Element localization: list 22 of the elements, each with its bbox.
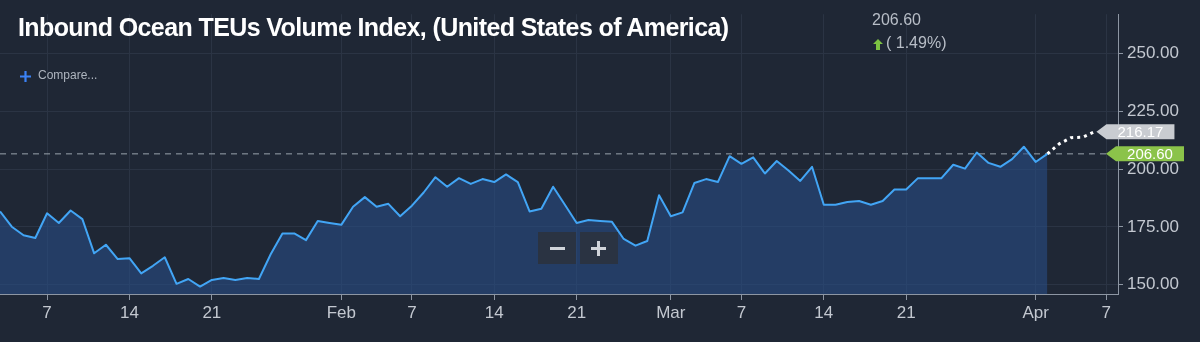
x-tick-label: 14: [119, 302, 139, 322]
y-tick-label: 175.00: [1127, 216, 1179, 236]
x-tick-label: Apr: [1022, 302, 1050, 322]
chart-title: Inbound Ocean TEUs Volume Index, (United States of America): [18, 13, 729, 42]
y-tick-label: 225.00: [1127, 101, 1179, 121]
x-tick-label: Mar: [656, 302, 686, 322]
line-series: [1045, 130, 1096, 156]
x-tick-label: 7: [42, 302, 52, 322]
annotation: Compare...: [38, 68, 98, 82]
x-tick-label: 21: [567, 302, 587, 322]
x-tick-label: 7: [407, 302, 417, 322]
y-tick-label: 150.00: [1127, 274, 1179, 294]
x-tick-label: Feb: [326, 302, 356, 322]
x-tick-label: 7: [736, 302, 747, 322]
y-tick-label: 250.00: [1127, 43, 1179, 63]
x-tick-label: 7: [1101, 302, 1111, 322]
annotation: ( 1.49%): [886, 34, 947, 52]
annotation: 206.60: [872, 11, 921, 29]
x-tick-label: 21: [202, 302, 222, 322]
x-tick-label: 21: [896, 302, 916, 322]
x-tick-label: 14: [484, 302, 504, 322]
x-tick-label: 14: [814, 302, 834, 322]
